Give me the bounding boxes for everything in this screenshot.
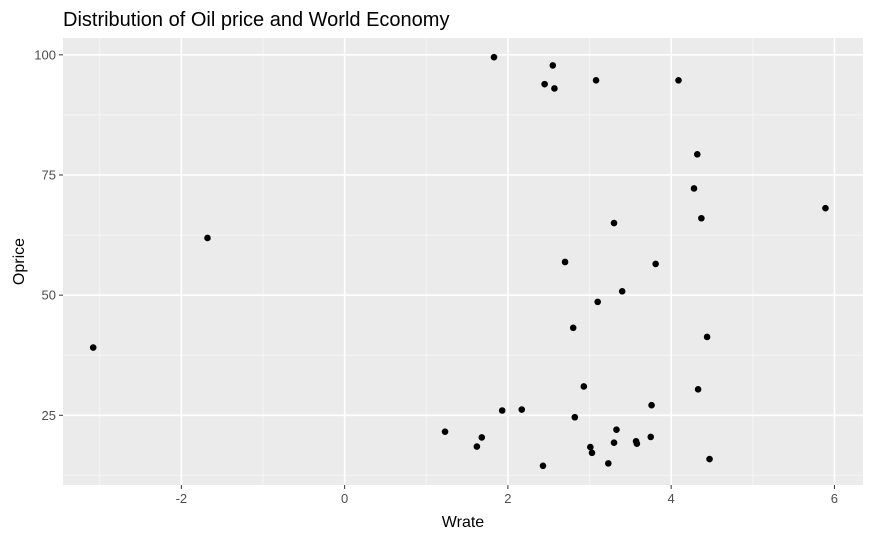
scatter-point	[580, 383, 588, 390]
y-tick-label: 50	[42, 288, 56, 303]
scatter-point	[561, 258, 569, 266]
scatter-point	[441, 428, 449, 435]
y-tick-label: 75	[42, 167, 56, 182]
scatter-point	[690, 185, 698, 192]
scatter-point	[473, 443, 481, 450]
scatter-point	[698, 214, 705, 222]
scatter-point	[633, 440, 641, 447]
scatter-point	[822, 204, 829, 212]
x-tick-label: 4	[668, 491, 675, 506]
chart-title: Distribution of Oil price and World Econ…	[63, 9, 449, 31]
scatter-point	[647, 433, 655, 441]
scatter-point	[539, 462, 547, 470]
x-tick-label: 2	[504, 491, 511, 506]
scatter-point	[618, 288, 626, 295]
scatter-point	[478, 434, 486, 441]
scatter-point	[706, 455, 713, 463]
scatter-point	[592, 76, 600, 84]
scatter-point	[587, 443, 594, 451]
scatter-point	[675, 76, 682, 84]
scatter-point	[571, 413, 579, 421]
x-axis-ticks: -2 0 2 4 6	[176, 485, 838, 506]
grid-minor-lines	[63, 38, 863, 485]
scatter-point	[652, 260, 659, 268]
y-axis-ticks: 25 50 75 100	[34, 47, 63, 423]
scatter-point	[703, 333, 711, 341]
plot-panel	[63, 38, 863, 485]
x-tick-label: 6	[831, 491, 838, 506]
scatter-point	[569, 324, 577, 332]
scatter-point	[551, 85, 558, 92]
x-tick-label: 0	[341, 491, 348, 506]
scatter-point	[490, 53, 498, 61]
scatter-point	[204, 234, 211, 242]
scatter-point	[610, 219, 618, 227]
scatter-point	[588, 449, 596, 457]
x-tick-label: -2	[176, 491, 188, 506]
scatter-point	[549, 62, 557, 69]
scatter-point	[518, 406, 526, 413]
scatter-point	[89, 344, 97, 351]
scatter-point	[605, 460, 612, 467]
y-tick-label: 100	[34, 47, 56, 62]
grid-major-lines	[63, 38, 863, 485]
scatter-point	[613, 426, 620, 434]
scatter-point	[694, 386, 702, 393]
data-points	[89, 53, 829, 470]
scatter-point	[648, 401, 655, 409]
scatter-point	[693, 151, 701, 158]
y-tick-label: 25	[42, 408, 56, 423]
scatter-point	[541, 80, 548, 88]
scatter-point	[610, 439, 618, 447]
scatter-point	[498, 407, 506, 414]
y-axis-title: Oprice	[11, 238, 28, 285]
scatter-point	[594, 298, 601, 306]
x-axis-title: Wrate	[442, 514, 484, 531]
